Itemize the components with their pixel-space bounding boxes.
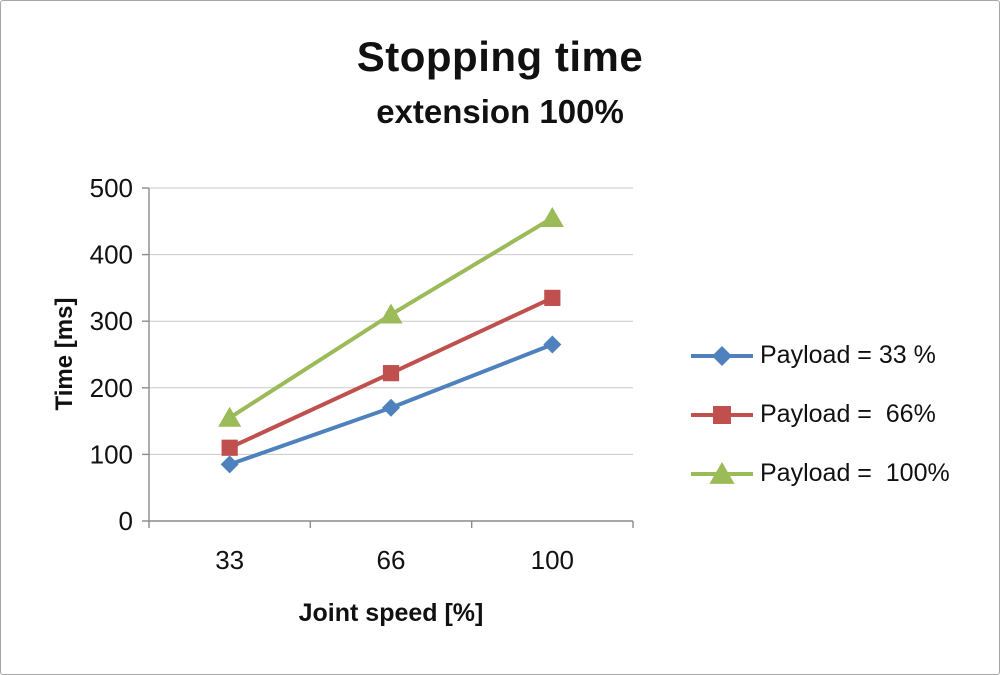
triangle-marker-icon [709, 461, 735, 484]
y-tick-label: 500 [90, 173, 133, 203]
x-axis-title: Joint speed [%] [298, 599, 484, 627]
y-tick-label: 200 [90, 373, 133, 403]
diamond-marker-icon [382, 398, 400, 417]
legend-diamond-marker-icon [691, 345, 753, 366]
x-tick-label: 33 [215, 545, 244, 575]
y-axis-title: Time [ms] [51, 297, 78, 411]
chart-title: Stopping time [356, 33, 644, 80]
legend-label: Payload = 33 % [760, 341, 936, 369]
triangle-marker-icon [540, 206, 564, 227]
triangle-marker-icon [218, 406, 242, 427]
legend-square-marker-icon [691, 405, 753, 424]
diamond-marker-icon [220, 455, 239, 474]
legend: Payload = 33 % Payload = 66% Payload = 1… [689, 341, 950, 488]
legend-item-payload-100: Payload = 100% [689, 459, 950, 488]
square-marker-icon [713, 405, 731, 424]
legend-item-payload-33: Payload = 33 % [689, 341, 950, 370]
diamond-marker-icon [543, 335, 562, 354]
legend-item-payload-66: Payload = 66% [689, 400, 950, 429]
square-marker-icon [221, 439, 238, 456]
legend-label: Payload = 100% [760, 459, 950, 487]
y-tick-label: 0 [119, 506, 133, 536]
y-tick-label: 300 [90, 306, 133, 336]
square-marker-icon [382, 365, 400, 382]
triangle-marker-icon [379, 303, 403, 324]
x-tick-label: 66 [377, 545, 406, 575]
square-marker-icon [544, 289, 561, 306]
y-tick-label: 100 [90, 439, 133, 469]
series-group [220, 335, 562, 474]
legend-triangle-marker-icon [691, 461, 753, 484]
series-group [221, 289, 561, 456]
y-tick-label: 400 [90, 240, 133, 270]
series-group [218, 206, 564, 427]
legend-label: Payload = 66% [760, 400, 936, 428]
diamond-marker-icon [712, 345, 732, 366]
chart-subtitle: extension 100% [376, 93, 624, 130]
x-tick-label: 100 [531, 545, 574, 575]
